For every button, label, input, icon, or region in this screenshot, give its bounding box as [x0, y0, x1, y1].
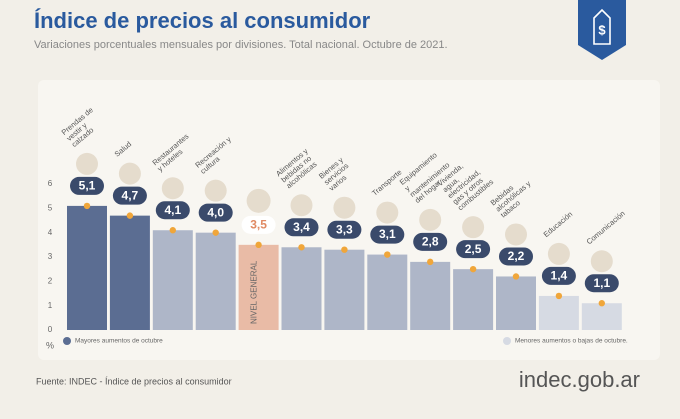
- category-icon: [419, 208, 442, 231]
- y-tick-label: 6: [48, 179, 53, 188]
- bar-top-dot: [341, 246, 348, 253]
- value-label: 3,3: [336, 222, 353, 236]
- value-badge: [198, 203, 233, 222]
- chart-title: Índice de precios al consumidor: [34, 8, 371, 33]
- y-tick-label: 0: [48, 325, 53, 334]
- bar: [581, 303, 622, 330]
- legend-label: Mayores aumentos de octubre: [75, 338, 163, 345]
- category-icon: [590, 250, 613, 273]
- legend-label: Menores aumentos o bajas de octubre.: [515, 338, 628, 345]
- category-icon: [376, 201, 399, 224]
- y-tick-label: 5: [48, 203, 53, 212]
- bar-top-dot: [126, 212, 134, 219]
- bar-top-dot: [469, 265, 477, 273]
- bar-top-dot: [384, 251, 391, 258]
- value-badge: [370, 225, 405, 244]
- category-icon: [161, 177, 184, 200]
- bar: [538, 295, 579, 330]
- value-label: 5,1: [79, 179, 96, 193]
- bar: [238, 244, 279, 330]
- svg-text:$: $: [598, 22, 606, 37]
- bar: [152, 230, 193, 330]
- category-label: NIVEL GENERAL: [250, 260, 259, 324]
- value-badge: [327, 220, 362, 239]
- bar-top-dot: [555, 292, 563, 300]
- bar-top-dot: [169, 227, 176, 234]
- logo-text: indec.gob.ar: [519, 367, 640, 392]
- bar: [410, 261, 451, 330]
- value-label: 2,5: [465, 242, 482, 256]
- y-tick-label: 3: [48, 252, 53, 261]
- bar: [109, 215, 150, 330]
- bar-top-dot: [298, 244, 305, 251]
- source: Fuente: INDEC - Índice de precios al con…: [36, 376, 232, 386]
- value-badge: [456, 240, 491, 259]
- category-icon: [246, 188, 271, 213]
- logo-badge: $: [578, 0, 626, 60]
- bar: [324, 249, 365, 330]
- bar-top-dot: [598, 300, 605, 307]
- category-icon: [76, 152, 98, 175]
- bar: [67, 205, 107, 330]
- category-icon: [462, 216, 485, 239]
- value-badge: [70, 176, 104, 195]
- y-tick-label: 2: [48, 276, 53, 285]
- value-label: 3,5: [250, 218, 267, 232]
- bar: [367, 254, 408, 330]
- category-icon: [204, 179, 227, 202]
- bar: [281, 247, 322, 330]
- value-label: 4,1: [164, 203, 181, 217]
- bar-top-dot: [212, 229, 219, 236]
- value-label: 3,1: [379, 227, 396, 241]
- category-icon: [118, 162, 141, 185]
- category-icon: [290, 194, 313, 217]
- category-icon: [333, 196, 356, 219]
- legend-swatch: [63, 337, 71, 345]
- value-badge: [413, 232, 448, 251]
- category-icon: [505, 223, 527, 246]
- category-icon: [547, 242, 570, 265]
- value-badge: [241, 215, 276, 234]
- value-label: 4,0: [207, 205, 224, 219]
- y-tick-label: 1: [48, 301, 53, 310]
- value-badge: [112, 186, 147, 205]
- value-badge: [584, 274, 619, 293]
- bar: [496, 276, 536, 330]
- bar: [195, 232, 236, 330]
- value-label: 3,4: [293, 220, 310, 234]
- bar: [453, 269, 494, 330]
- value-badge: [499, 247, 533, 266]
- legend-swatch: [503, 337, 511, 345]
- value-label: 2,2: [508, 249, 525, 263]
- bar-top-dot: [83, 202, 91, 210]
- chart-subtitle: Variaciones porcentuales mensuales por d…: [34, 39, 448, 51]
- bar-top-dot: [427, 258, 434, 266]
- value-badge: [155, 201, 190, 220]
- value-label: 1,4: [551, 269, 568, 283]
- value-label: 4,7: [122, 188, 139, 202]
- y-tick-label: 4: [48, 228, 53, 237]
- value-label: 2,8: [422, 235, 439, 249]
- bar-top-dot: [255, 241, 262, 249]
- bar-top-dot: [512, 273, 520, 280]
- value-badge: [284, 218, 319, 237]
- value-label: 1,1: [593, 276, 610, 290]
- y-unit: %: [46, 340, 54, 350]
- value-badge: [541, 266, 576, 285]
